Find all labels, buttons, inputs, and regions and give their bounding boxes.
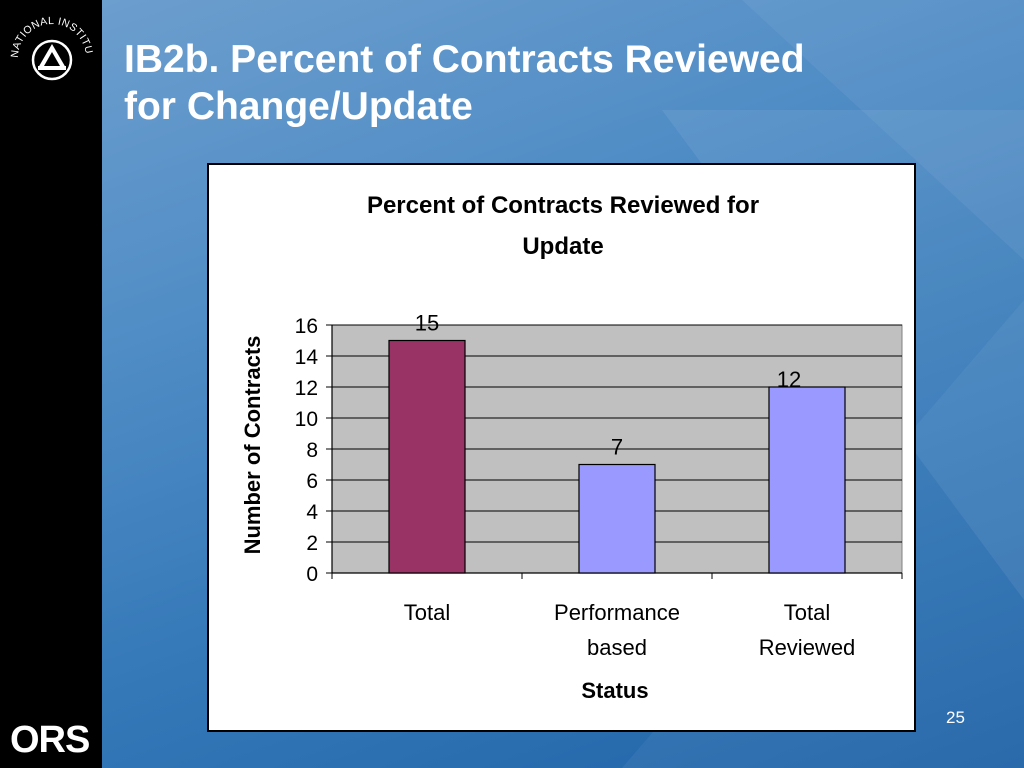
page-title: IB2b. Percent of Contracts Reviewed for … [124,36,984,130]
x-tick-label: Total [784,600,830,625]
page-title-line-1: IB2b. Percent of Contracts Reviewed [124,38,805,81]
page-number: 25 [946,708,965,727]
y-tick-label: 10 [295,408,318,431]
x-tick-label: Total [404,600,450,625]
sidebar: NATIONAL INSTITUTES OF HEALTH ORS [0,0,102,768]
y-tick-label: 6 [306,470,318,493]
x-tick-label: based [587,635,647,660]
nih-seal-logo: NATIONAL INSTITUTES OF HEALTH [8,6,94,81]
page-title-line-2: for Change/Update [124,85,473,128]
ors-logo-text: ORS [10,719,89,760]
y-tick-label: 12 [295,377,318,400]
ors-logo: ORS [10,719,90,760]
bar-chart: Percent of Contracts Reviewed for Update 0… [240,192,903,703]
chart-panel: Percent of Contracts Reviewed for Update 0… [207,163,916,732]
y-tick-label: 14 [295,346,319,369]
y-axis-title: Number of Contracts [240,336,265,555]
data-label: 12 [777,367,801,392]
y-tick-label: 2 [306,532,318,555]
x-tick-label: Reviewed [759,635,856,660]
bar-1 [578,463,656,574]
y-tick-label: 16 [295,315,318,338]
chart-title-line-2: Update [522,233,603,260]
y-tick-label: 4 [306,501,318,524]
bar-0 [388,339,466,574]
chart-title-line-1: Percent of Contracts Reviewed for [367,192,759,219]
y-tick-label: 8 [306,439,318,462]
x-tick-label: Performance [554,600,680,625]
bar-2 [768,386,846,574]
y-tick-label: 0 [306,563,318,586]
x-axis-title: Status [581,678,648,703]
data-label: 7 [611,435,623,460]
data-label: 15 [415,311,439,336]
